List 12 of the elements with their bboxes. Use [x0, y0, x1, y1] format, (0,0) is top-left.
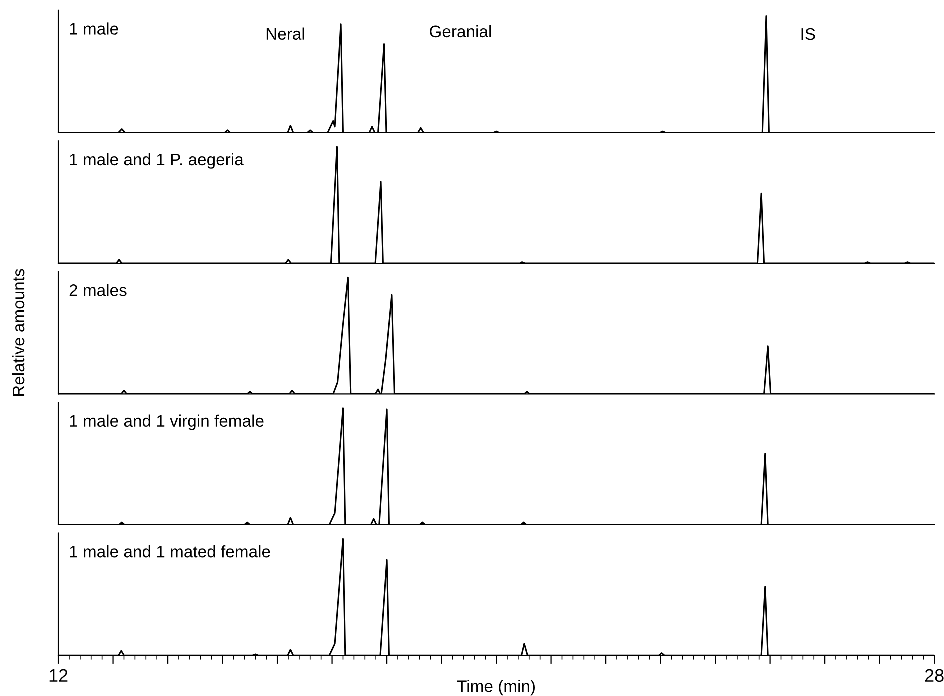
y-axis-title: Relative amounts — [12, 269, 25, 396]
annotation: IS — [802, 28, 816, 40]
chart-title: 2 males — [70, 284, 127, 296]
x-tick-label: 12 — [50, 669, 68, 682]
chart-title: 1 male — [70, 22, 118, 35]
annotation: Neral — [266, 28, 304, 40]
x-axis-title: Time (min) — [457, 680, 536, 696]
chart-title: 1 male and 1 P. aegeria — [70, 153, 244, 169]
x-tick-label: 28 — [925, 669, 944, 682]
chart-title: 1 male and 1 virgin female — [70, 414, 264, 430]
annotation: Geranial — [430, 25, 492, 38]
chart-title: 1 male and 1 mated female — [70, 546, 270, 558]
